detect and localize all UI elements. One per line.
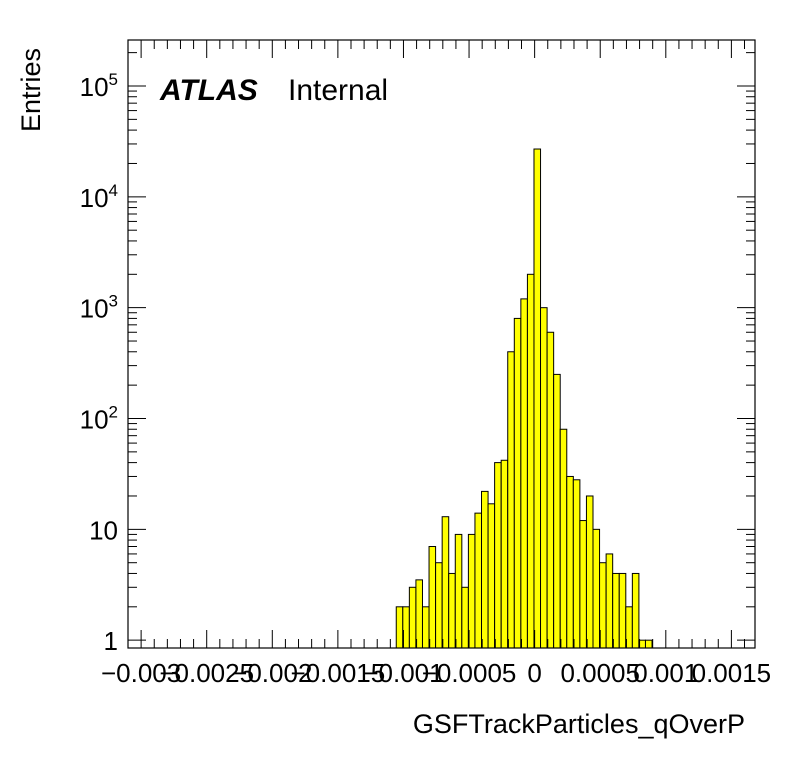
x-tick-label: 0.0015 [692,658,772,688]
histogram-bin-19 [520,298,528,649]
x-axis-ticks [127,40,746,648]
histogram-bin-33 [612,572,620,649]
x-tick-label: −0.003 [101,658,181,688]
y-tick-label: 104 [80,181,118,213]
histogram-bin-7 [441,516,450,649]
histogram-bin-0 [395,606,404,649]
histogram-bin-26 [566,475,574,649]
histogram-bin-34 [618,572,627,649]
histogram-bin-28 [579,520,587,649]
histogram-bars [395,148,653,649]
histogram-bin-5 [428,546,437,649]
histogram-bin-30 [592,528,601,649]
y-axis-tick-labels: 1 10 102 103 104 105 [80,70,118,656]
histogram-bin-8 [448,572,456,649]
internal-label: Internal [288,74,388,107]
histogram-bin-4 [421,606,430,649]
histogram-bin-22 [540,307,548,649]
histogram-bin-25 [559,428,568,649]
histogram-bin-21 [533,148,542,649]
x-tick-label: 0.0005 [560,658,640,688]
x-tick-label: −0.0005 [422,658,517,688]
y-axis-ticks [128,52,755,641]
histogram-bin-36 [631,572,640,649]
x-tick-label: −0.0025 [159,658,254,688]
histogram-bin-10 [461,586,469,649]
y-axis-label: Entries [16,48,46,132]
histogram-bin-23 [546,331,555,649]
y-tick-label: 102 [80,403,118,435]
histogram-bin-24 [553,373,561,649]
histogram-bin-15 [494,462,502,649]
x-tick-label: 0 [527,658,541,688]
histogram-bin-2 [408,586,417,649]
x-axis-label: GSFTrackParticles_qOverP [413,709,745,739]
atlas-label: ATLAS [159,74,258,107]
histogram-bin-3 [415,579,423,649]
y-tick-label: 103 [80,292,118,324]
x-tick-label: 0.001 [633,658,698,688]
x-tick-label: −0.002 [232,658,312,688]
histogram-bin-13 [481,490,489,649]
y-tick-label: 1 [104,626,118,656]
y-tick-label: 105 [80,70,118,102]
plot-frame [127,39,756,649]
histogram-bin-6 [435,562,443,649]
histogram-bin-12 [474,512,483,649]
histogram-bin-27 [572,479,581,649]
histogram-bin-14 [487,503,496,649]
x-tick-label: −0.0015 [291,658,386,688]
histogram-bin-17 [507,351,515,649]
histogram-bin-18 [513,317,522,649]
y-tick-label: 10 [89,515,118,545]
histogram-bin-32 [605,553,614,649]
histogram-bin-29 [585,495,594,649]
histogram-bin-38 [644,639,653,649]
histogram-bin-9 [454,533,463,649]
x-tick-label: −0.001 [363,658,443,688]
histogram-bin-20 [526,273,535,649]
x-axis-tick-labels: −0.003−0.0025−0.002−0.0015−0.001−0.0005 0… [101,658,771,688]
histogram-bin-16 [500,459,509,649]
